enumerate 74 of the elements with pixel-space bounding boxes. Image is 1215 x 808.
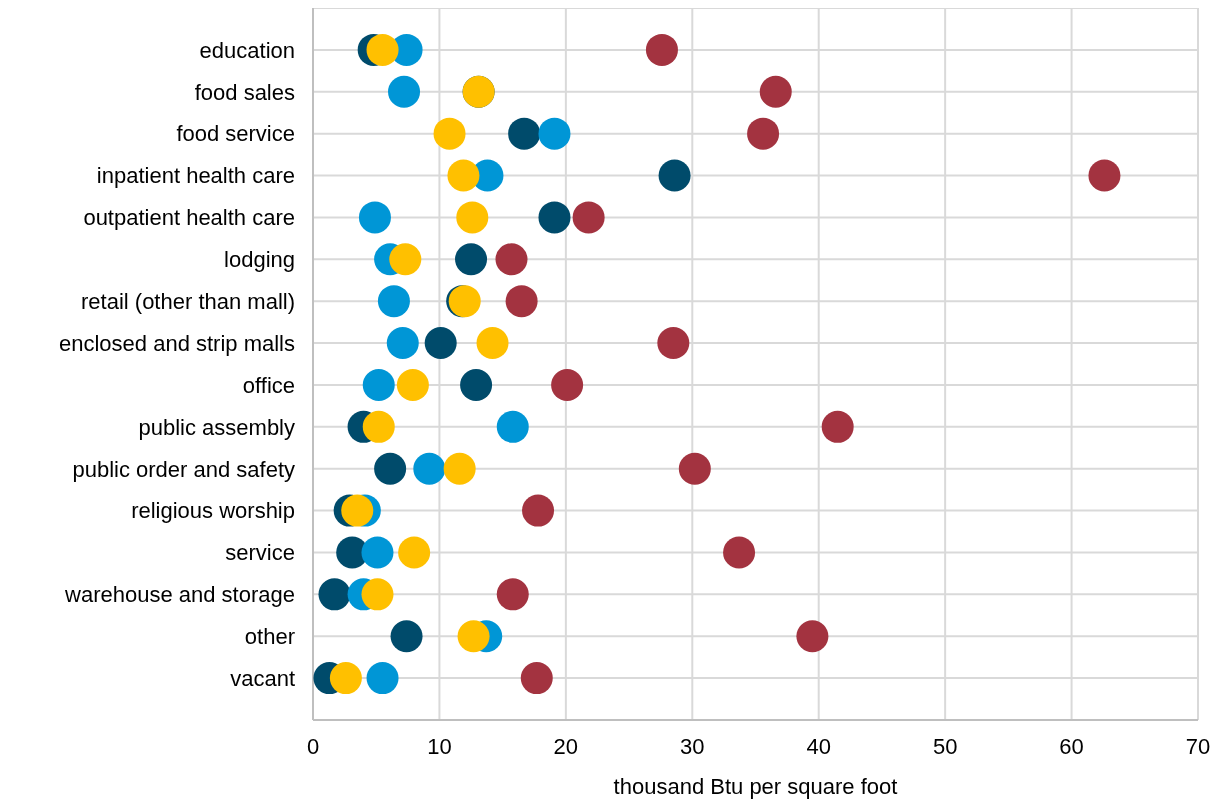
y-tick-label: food sales — [194, 79, 295, 105]
y-tick-label: vacant — [230, 665, 295, 691]
point — [390, 620, 423, 653]
point — [821, 410, 854, 443]
point — [456, 201, 489, 234]
point — [455, 243, 488, 276]
point — [329, 662, 362, 695]
point — [658, 159, 691, 192]
point — [341, 494, 374, 527]
point — [460, 368, 493, 401]
y-tick-label: service — [225, 540, 295, 566]
point — [572, 201, 605, 234]
x-axis-title: thousand Btu per square foot — [613, 774, 898, 799]
point — [645, 33, 678, 66]
point — [443, 452, 476, 485]
x-tick-label: 60 — [1059, 733, 1084, 759]
point — [520, 662, 553, 695]
y-tick-label: other — [244, 624, 295, 650]
point — [388, 75, 421, 108]
y-tick-label: retail (other than mall) — [81, 288, 295, 314]
point — [447, 159, 480, 192]
y-tick-label: food service — [176, 121, 295, 147]
point — [723, 536, 756, 569]
point — [366, 33, 399, 66]
point — [362, 368, 395, 401]
point — [366, 662, 399, 695]
point — [1088, 159, 1121, 192]
point — [495, 243, 528, 276]
x-tick-label: 50 — [932, 733, 958, 759]
point — [505, 285, 538, 318]
y-tick-label: education — [199, 37, 295, 63]
point — [508, 117, 541, 150]
point — [318, 578, 351, 611]
x-tick-label: 0 — [306, 733, 320, 759]
x-tick-label: 70 — [1185, 733, 1211, 759]
point — [361, 536, 394, 569]
point — [551, 368, 584, 401]
point — [424, 327, 457, 360]
point — [657, 327, 690, 360]
point — [522, 494, 555, 527]
point — [374, 452, 407, 485]
point — [796, 620, 829, 653]
point — [496, 410, 529, 443]
y-tick-label: religious worship — [131, 498, 295, 524]
point — [476, 327, 509, 360]
point — [413, 452, 446, 485]
point — [361, 578, 394, 611]
point — [398, 536, 431, 569]
y-tick-label: lodging — [224, 247, 295, 273]
point — [396, 368, 429, 401]
y-tick-label: inpatient health care — [96, 163, 295, 189]
point — [678, 452, 711, 485]
point — [433, 117, 466, 150]
point — [362, 410, 395, 443]
point — [457, 620, 490, 653]
point — [747, 117, 780, 150]
point — [358, 201, 391, 234]
y-tick-label: office — [242, 372, 295, 398]
y-tick-label: outpatient health care — [83, 205, 295, 231]
y-tick-label: warehouse and storage — [64, 582, 295, 608]
point — [386, 327, 419, 360]
x-tick-label: 40 — [806, 733, 831, 759]
point — [538, 117, 571, 150]
point — [389, 243, 422, 276]
x-tick-label: 10 — [427, 733, 452, 759]
x-tick-label: 30 — [680, 733, 705, 759]
y-tick-label: public assembly — [138, 414, 295, 440]
point — [496, 578, 529, 611]
point — [538, 201, 571, 234]
y-tick-label: public order and safety — [72, 456, 295, 482]
x-tick-label: 20 — [553, 733, 579, 759]
point — [377, 285, 410, 318]
y-tick-label: enclosed and strip malls — [58, 330, 295, 356]
point — [759, 75, 792, 108]
